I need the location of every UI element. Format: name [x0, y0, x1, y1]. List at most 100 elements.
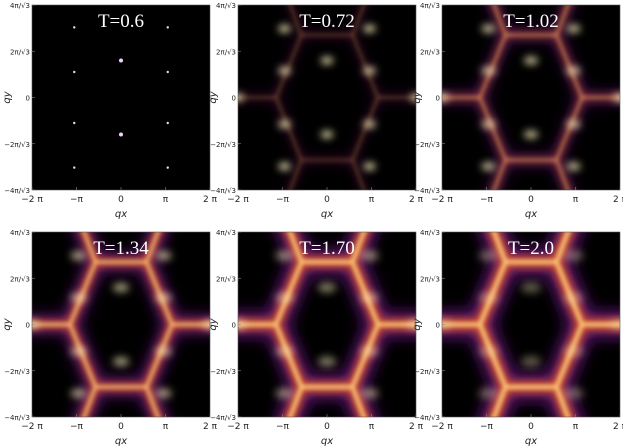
x-tick-label: −2 π — [21, 195, 43, 205]
peak — [166, 70, 169, 74]
hot-spot — [155, 293, 172, 303]
x-tick-label: 2 π — [409, 195, 424, 205]
ridge — [275, 34, 303, 98]
y-axis-label: qy — [208, 90, 219, 103]
y-tick-label: −4π/√3 — [414, 414, 440, 422]
y-tick-label: −4π/√3 — [4, 414, 30, 422]
hot-spot — [563, 292, 584, 304]
y-tick-label: −4π/√3 — [414, 187, 440, 195]
x-tick-label: 2 π — [203, 195, 218, 205]
hot-spot — [521, 282, 541, 294]
hot-spot — [563, 345, 584, 357]
glow-layer — [32, 232, 210, 417]
x-tick-label: 0 — [528, 422, 534, 432]
hot-spot — [481, 24, 496, 33]
y-tick-label: 4π/√3 — [216, 229, 236, 237]
x-tick-label: 2 π — [203, 422, 218, 432]
hot-spot — [321, 130, 333, 138]
hot-spot — [360, 292, 379, 303]
panel-title: T=2.0 — [508, 238, 554, 259]
hot-spot — [360, 346, 379, 357]
y-axis-label: qy — [412, 317, 423, 330]
hot-spot — [566, 66, 581, 75]
heatmap-pattern — [73, 26, 169, 169]
peak — [119, 132, 123, 137]
y-tick-label: −4π/√3 — [4, 187, 30, 195]
x-tick-label: −π — [480, 422, 494, 432]
y-tick-label: 0 — [26, 95, 30, 103]
hot-spot — [113, 283, 129, 293]
ridge — [144, 260, 174, 327]
hot-spot — [318, 356, 336, 367]
y-axis-label: qy — [412, 90, 423, 103]
y-tick-label: 0 — [436, 95, 440, 103]
peak — [73, 121, 76, 125]
x-tick-label: −2 π — [431, 422, 453, 432]
hot-spot — [478, 345, 499, 357]
y-tick-label: −4π/√3 — [210, 187, 236, 195]
hot-spot — [363, 120, 376, 128]
x-tick-label: 0 — [324, 422, 330, 432]
x-tick-label: −2 π — [431, 195, 453, 205]
y-tick-label: 2π/√3 — [420, 275, 440, 283]
y-tick-label: 4π/√3 — [216, 2, 236, 10]
y-axis-label: qy — [208, 317, 219, 330]
ridge — [273, 322, 304, 390]
hot-spot — [610, 319, 620, 330]
hot-spot — [566, 162, 581, 171]
hot-spot — [275, 388, 294, 399]
hot-spot — [524, 130, 538, 139]
y-tick-label: −2π/√3 — [4, 141, 30, 149]
peak — [73, 70, 76, 74]
x-tick-label: π — [369, 422, 375, 432]
y-tick-label: −2π/√3 — [210, 141, 236, 149]
y-tick-label: 2π/√3 — [216, 275, 236, 283]
x-tick-label: 0 — [118, 195, 124, 205]
hot-spot — [70, 293, 87, 303]
y-axis-label: qy — [2, 90, 13, 103]
hot-spot — [275, 292, 294, 303]
x-tick-label: 0 — [528, 195, 534, 205]
ridge — [351, 97, 379, 161]
hot-spot — [278, 162, 291, 170]
y-axis-label: qy — [2, 317, 13, 330]
ridge — [479, 96, 507, 161]
y-tick-label: −2π/√3 — [414, 368, 440, 376]
hot-spot — [563, 387, 584, 399]
heatmap-pattern — [442, 5, 620, 190]
hot-spot — [32, 320, 40, 329]
peak — [73, 166, 76, 169]
hot-spot — [275, 250, 294, 261]
x-tick-label: 0 — [118, 422, 124, 432]
x-axis-label: qx — [525, 436, 537, 447]
peak — [166, 26, 169, 29]
hot-spot — [363, 25, 376, 33]
hot-spot — [70, 346, 87, 356]
peak — [166, 166, 169, 169]
y-tick-label: 4π/√3 — [10, 2, 30, 10]
hot-spot — [407, 319, 416, 330]
ridge — [555, 96, 583, 161]
x-axis-label: qx — [115, 436, 127, 447]
x-tick-label: π — [163, 195, 169, 205]
x-tick-label: 0 — [324, 195, 330, 205]
x-tick-label: π — [369, 195, 375, 205]
y-tick-label: −2π/√3 — [4, 368, 30, 376]
x-tick-label: π — [573, 195, 579, 205]
hot-spot — [363, 162, 376, 170]
hot-spot — [478, 250, 499, 262]
hot-spot — [566, 120, 581, 129]
y-tick-label: 4π/√3 — [420, 229, 440, 237]
panel-title: T=0.6 — [98, 11, 144, 32]
hot-spot — [566, 24, 581, 33]
hot-spot — [410, 94, 416, 101]
panel-title: T=1.70 — [299, 238, 355, 259]
hot-spot — [238, 319, 247, 330]
ridge — [144, 322, 174, 389]
y-tick-label: 2π/√3 — [216, 48, 236, 56]
peak — [166, 121, 169, 125]
x-axis-label: qx — [525, 209, 537, 220]
